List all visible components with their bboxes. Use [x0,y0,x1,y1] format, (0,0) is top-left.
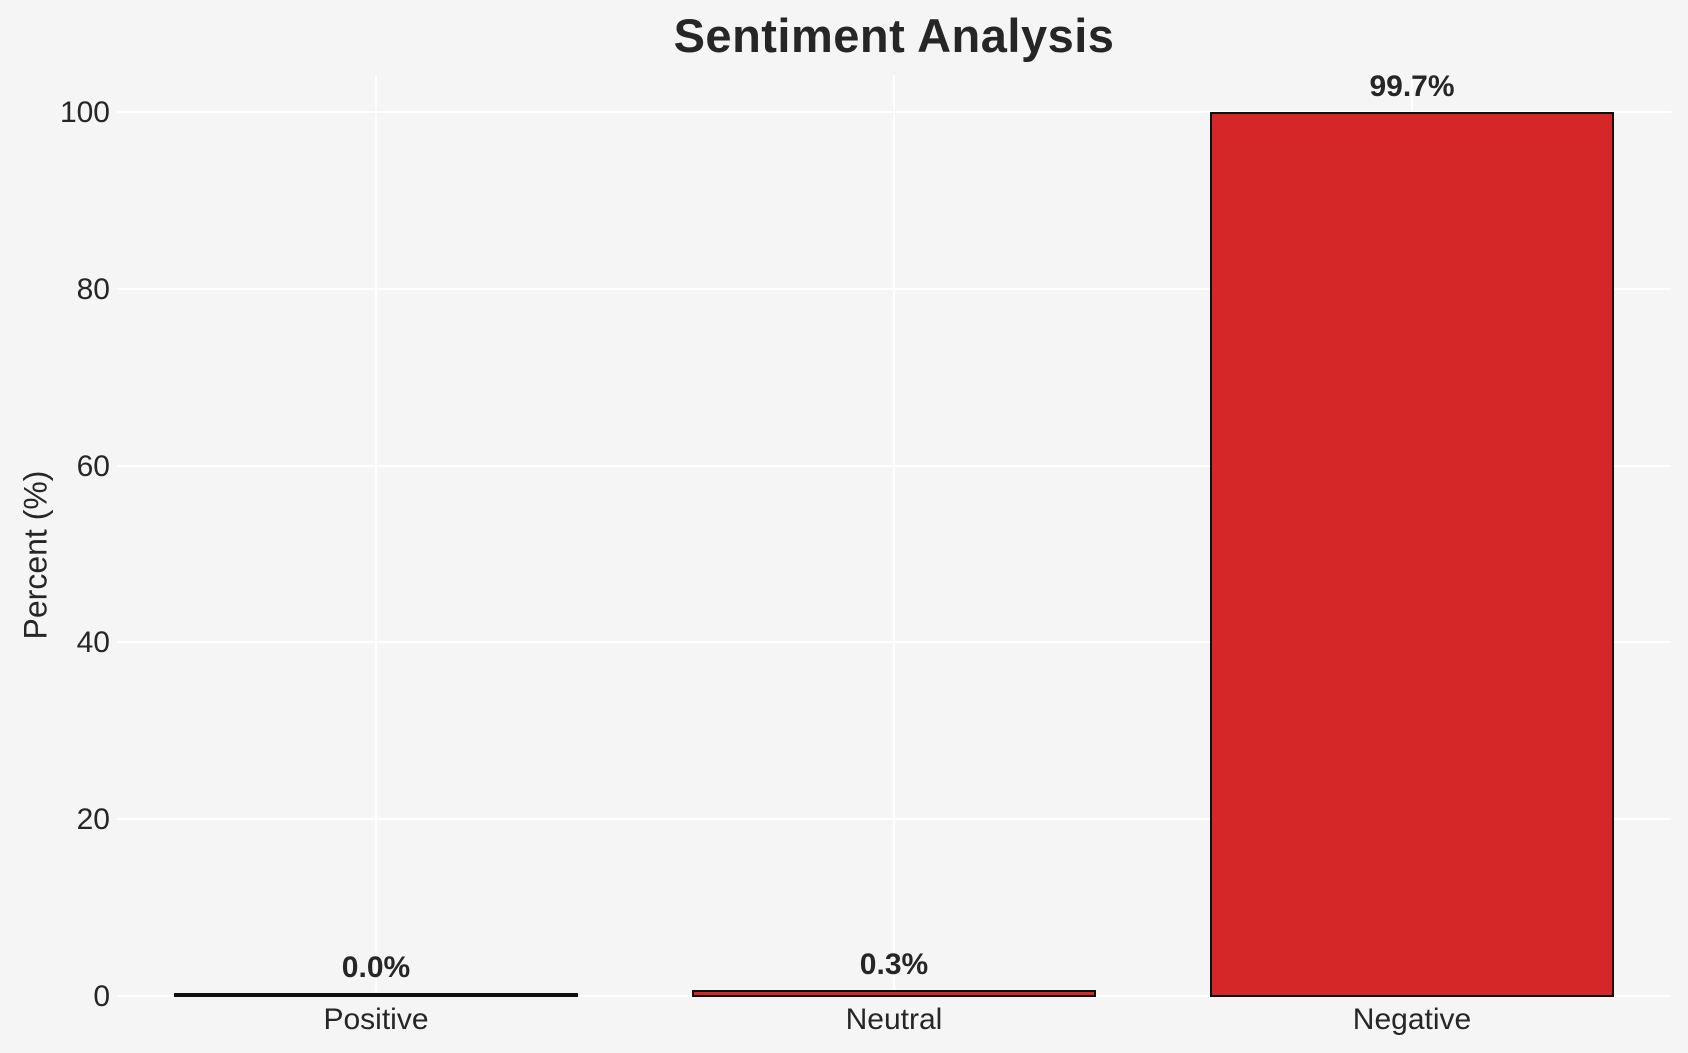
bar-value-label: 99.7% [1369,70,1455,103]
bar-neutral [692,990,1096,997]
y-tick-label: 100 [59,96,110,129]
bar-value-label: 0.3% [859,948,929,981]
bar-positive [174,993,578,997]
x-tick-label-positive: Positive [323,1003,429,1036]
y-axis-label: Percent (%) [17,470,54,640]
y-tick-label: 80 [76,272,110,306]
y-tick-label: 60 [76,449,110,483]
v-gridline [893,75,895,997]
v-gridline [375,75,377,997]
y-tick-label: 40 [76,626,110,660]
bar-negative [1210,112,1614,997]
y-tick-label: 20 [76,803,110,837]
x-tick-label-neutral: Neutral [845,1003,943,1036]
bar-value-label: 0.0% [341,951,411,984]
plot-area: 0.0% 0.3% 99.7% [117,70,1671,997]
x-tick-label-negative: Negative [1352,1003,1472,1036]
chart-title: Sentiment Analysis [673,9,1115,62]
y-tick-label: 0 [93,980,110,1013]
